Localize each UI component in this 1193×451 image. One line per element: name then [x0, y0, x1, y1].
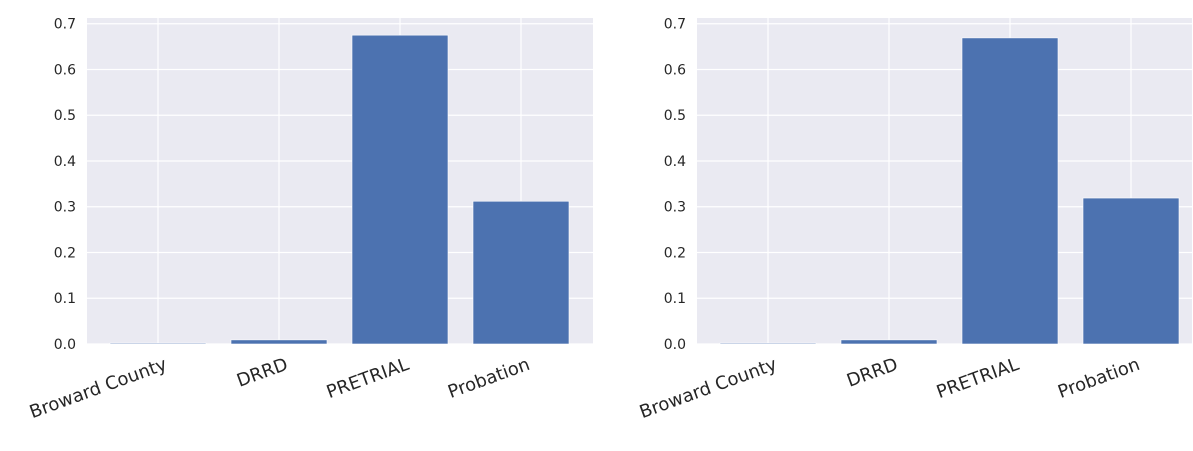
chart-panel-2: 0.0 0.1 0.2 0.3 0.4 0.5 0.6 0.7 Broward County DR…: [637, 17, 1192, 423]
bar-pretrial: [351, 34, 449, 345]
y-tick-label: 0.4: [664, 154, 686, 170]
bar-probation: [1082, 197, 1180, 345]
y-tick-label: 0.5: [54, 108, 76, 124]
x-tick-label: Broward County: [637, 354, 780, 423]
y-tick-label: 0.6: [54, 62, 76, 78]
y-tick-label: 0.3: [664, 200, 686, 216]
bar-probation: [472, 200, 570, 345]
y-tick-label: 0.2: [664, 245, 686, 261]
y-tick-label: 0.1: [54, 291, 76, 307]
bar-broward-county: [719, 342, 817, 345]
x-tick-label: PRETRIAL: [324, 354, 412, 403]
y-tick-label: 0.0: [54, 337, 76, 353]
y-tick-label: 0.6: [664, 62, 686, 78]
x-tick-label: Probation: [445, 354, 533, 403]
x-tick-label: Probation: [1055, 354, 1143, 403]
y-tick-label: 0.7: [54, 17, 76, 33]
y-tick-label: 0.1: [664, 291, 686, 307]
y-tick-label: 0.4: [54, 154, 76, 170]
x-tick-label: DRRD: [844, 354, 901, 392]
x-tick-label: PRETRIAL: [934, 354, 1022, 403]
bar-pretrial: [961, 37, 1059, 345]
y-tick-label: 0.0: [664, 337, 686, 353]
x-tick-label: DRRD: [234, 354, 291, 392]
y-tick-label: 0.5: [664, 108, 686, 124]
x-tick-label: Broward County: [27, 354, 170, 423]
chart-panel-1: 0.0 0.1 0.2 0.3 0.4 0.5 0.6 0.7 Broward County DR…: [27, 17, 593, 423]
bar-drrd: [840, 339, 938, 345]
bar-drrd: [230, 339, 328, 345]
y-tick-label: 0.2: [54, 245, 76, 261]
bar-broward-county: [109, 342, 207, 345]
y-tick-label: 0.3: [54, 200, 76, 216]
y-tick-label: 0.7: [664, 17, 686, 33]
